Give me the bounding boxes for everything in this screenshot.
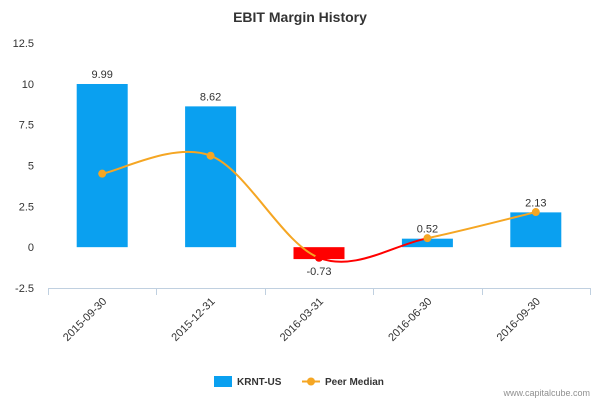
bar-2015-09-30[interactable] (76, 83, 128, 248)
y-tick-label: 0 (28, 242, 34, 254)
credit-text: www.capitalcube.com (502, 388, 590, 398)
y-tick-label: 2.5 (19, 201, 34, 213)
peer-median-line-segment (210, 154, 320, 259)
x-axis: 2015-09-30 2015-12-31 2016-03-31 2016-06-30… (48, 288, 591, 344)
peer-median-point-2016-09-30[interactable] (531, 208, 540, 217)
bar-2016-09-30[interactable] (510, 212, 562, 248)
bar-2016-06-30[interactable] (401, 238, 453, 248)
y-tick-label: 7.5 (19, 120, 34, 132)
line-series-peer-median (98, 150, 540, 263)
bar-value-label: 8.62 (200, 91, 221, 103)
y-tick-label: 10 (22, 79, 34, 91)
y-tick-label: 5 (28, 161, 34, 173)
x-tick-label: 2016-09-30 (495, 296, 543, 344)
legend-label-peer-median[interactable]: Peer Median (325, 377, 384, 388)
legend-label-krnt-us[interactable]: KRNT-US (237, 377, 282, 388)
x-tick-label: 2016-03-31 (278, 296, 326, 344)
y-tick-label: -2.5 (15, 283, 34, 295)
bar-value-label: -0.73 (306, 266, 331, 278)
bar-series-krnt-us (76, 83, 562, 260)
bar-2015-12-31[interactable] (185, 106, 237, 248)
y-axis: 12.5 10 7.5 5 2.5 0 -2.5 (13, 38, 34, 295)
bar-value-label: 9.99 (91, 69, 112, 81)
peer-median-point-2016-03-31[interactable] (315, 253, 323, 262)
peer-median-point-2016-06-30[interactable] (423, 234, 432, 243)
legend-swatch-krnt-us (214, 376, 232, 387)
bar-data-labels: 9.99 8.62 -0.73 0.52 2.13 (91, 69, 546, 278)
peer-median-point-2015-09-30[interactable] (98, 169, 107, 178)
chart-title: EBIT Margin History (233, 9, 367, 25)
bar-value-label: 2.13 (525, 197, 546, 209)
x-tick-label: 2015-12-31 (169, 296, 217, 344)
peer-median-line-segment (427, 211, 537, 240)
peer-median-line-segment (102, 150, 211, 175)
x-tick-label: 2016-06-30 (386, 296, 434, 344)
legend-marker-peer-median (307, 377, 315, 386)
peer-median-point-2015-12-31[interactable] (206, 151, 215, 160)
bar-value-label: 0.52 (417, 224, 438, 236)
legend[interactable]: KRNT-US Peer Median (214, 376, 384, 388)
y-tick-label: 12.5 (13, 38, 34, 50)
x-tick-label: 2015-09-30 (61, 296, 109, 344)
bar-2016-03-31[interactable] (293, 247, 345, 260)
peer-median-line-segment (318, 237, 428, 263)
